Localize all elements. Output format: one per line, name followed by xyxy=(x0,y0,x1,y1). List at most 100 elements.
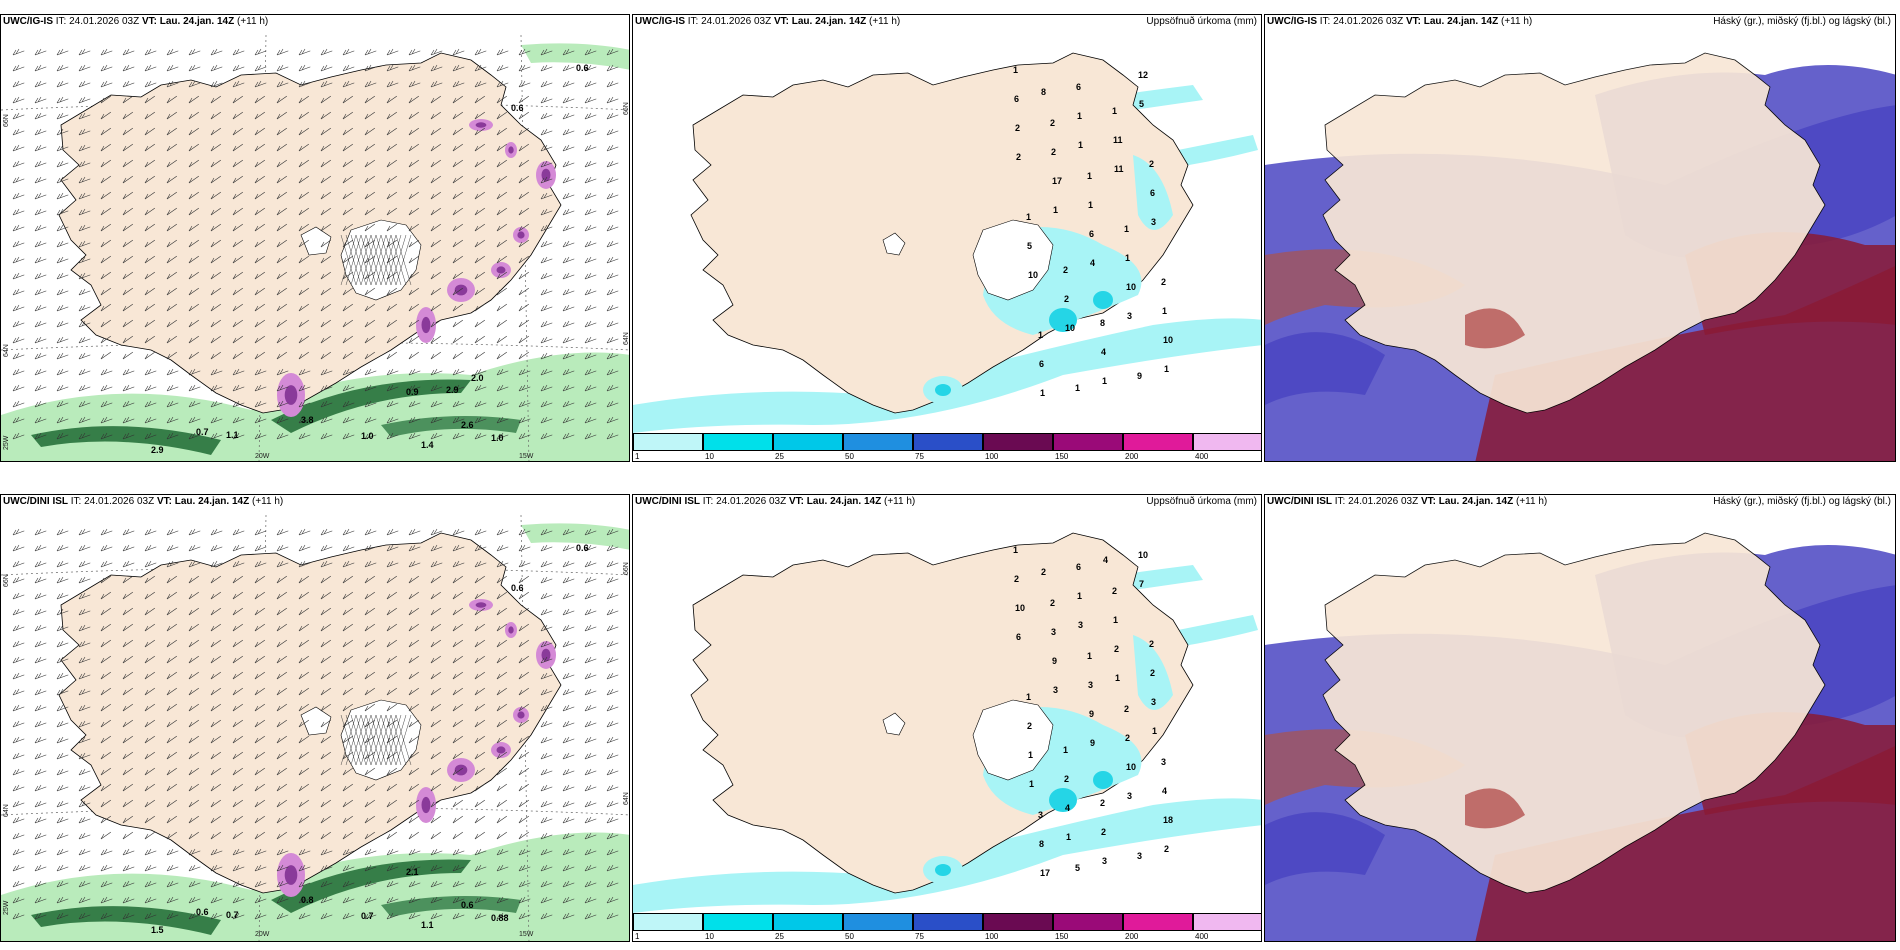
wind-map xyxy=(1,34,629,461)
colorbar-tick: 75 xyxy=(915,932,924,941)
colorbar-swatch xyxy=(633,433,703,451)
wind-value-label: 1.1 xyxy=(226,430,239,440)
mid-cloud xyxy=(1465,788,1525,829)
precip-value-label: 1 xyxy=(1124,224,1130,234)
precip-value-label: 3 xyxy=(1102,856,1108,866)
wind-value-label: 2.1 xyxy=(406,867,419,877)
row2-precip-panel: UWC/DINI ISL IT: 24.01.2026 03Z VT: Lau.… xyxy=(632,494,1262,942)
colorbar-tick: 1 xyxy=(635,452,640,461)
wind-map xyxy=(1,514,629,941)
precip-value-label: 1 xyxy=(1013,65,1019,75)
colorbar-swatch xyxy=(913,913,983,931)
wind-value-label: 0.7 xyxy=(196,427,209,437)
row2-cloud-panel: UWC/DINI ISL IT: 24.01.2026 03Z VT: Lau.… xyxy=(1264,494,1896,942)
colorbar-tick: 400 xyxy=(1195,452,1209,461)
precip-value-label: 2 xyxy=(1149,159,1155,169)
precip-value-label: 1 xyxy=(1063,745,1069,755)
wind-value-label: 1.0 xyxy=(361,431,374,441)
heavy-snow xyxy=(277,119,556,417)
colorbar-tick: 150 xyxy=(1055,452,1069,461)
panel-header: UWC/IG-IS IT: 24.01.2026 03Z VT: Lau. 24… xyxy=(635,16,1257,27)
wind-value-label: 0.9 xyxy=(406,387,419,397)
precip-value-label: 1 xyxy=(1066,832,1072,842)
wind-value-label: 0.7 xyxy=(361,911,374,921)
glacier xyxy=(300,226,332,256)
precip-value-label: 10 xyxy=(1065,323,1076,333)
precip-value-label: 2 xyxy=(1015,123,1021,133)
precip-value-label: 1 xyxy=(1038,330,1044,340)
glacier xyxy=(340,219,422,301)
wind-value-label: 0.8 xyxy=(301,895,314,905)
precip-value-label: 9 xyxy=(1090,738,1096,748)
colorbar: 1 10 25 50 75 100 150 200 400 xyxy=(633,913,1261,941)
precip-value-label: 10 xyxy=(1126,282,1137,292)
lon-label: 25W xyxy=(3,900,10,915)
row1-cloud-panel: UWC/IG-IS IT: 24.01.2026 03Z VT: Lau. 24… xyxy=(1264,14,1896,462)
precip-value-label: 10 xyxy=(1126,762,1137,772)
glacier xyxy=(300,706,332,736)
colorbar-swatch xyxy=(983,433,1053,451)
precip-value-label: 1 xyxy=(1164,364,1170,374)
precip-value-label: 6 xyxy=(1039,359,1045,369)
precip-value-label: 2 xyxy=(1101,827,1107,837)
precip-value-label: 1 xyxy=(1112,106,1118,116)
high-cloud xyxy=(1265,332,1385,405)
glacier xyxy=(972,219,1054,301)
precip-value-label: 2 xyxy=(1014,574,1020,584)
precip-value-label: 2 xyxy=(1124,704,1130,714)
precip-value-label: 1 xyxy=(1026,212,1032,222)
precip-value-label: 1 xyxy=(1040,388,1046,398)
colorbar: 1 10 25 50 75 100 150 200 400 xyxy=(633,433,1261,461)
colorbar-tick: 1 xyxy=(635,932,640,941)
lon-label: 20W xyxy=(255,453,270,460)
precip-value-label: 6 xyxy=(1076,82,1082,92)
precip-value-label: 17 xyxy=(1040,868,1051,878)
wind-value-label: 2.6 xyxy=(461,420,474,430)
colorbar-tick: 10 xyxy=(705,452,714,461)
precip-value-label: 4 xyxy=(1065,803,1071,813)
precip-value-label: 1 xyxy=(1053,205,1059,215)
precip-value-label: 3 xyxy=(1127,311,1133,321)
precip-value-label: 10 xyxy=(1028,270,1039,280)
colorbar-swatch xyxy=(703,913,773,931)
lon-label: 25W xyxy=(3,435,10,450)
wind-value-label: 0.6 xyxy=(196,907,209,917)
precip-value-label: 1 xyxy=(1078,140,1084,150)
colorbar-swatch xyxy=(913,433,983,451)
lat-label: 66N xyxy=(623,562,630,575)
wind-barbs xyxy=(12,528,619,920)
precip-value-label: 9 xyxy=(1089,709,1095,719)
iceland-land xyxy=(690,52,1194,414)
precip-value-label: 9 xyxy=(1137,371,1143,381)
precip-value-label: 4 xyxy=(1101,347,1107,357)
precip-value-label: 2 xyxy=(1149,639,1155,649)
wind-value-label: 3.8 xyxy=(301,415,314,425)
precip-value-label: 2 xyxy=(1161,277,1167,287)
precip-value-label: 2 xyxy=(1050,118,1056,128)
precip-value-label: 6 xyxy=(1076,562,1082,572)
colorbar-tick: 150 xyxy=(1055,932,1069,941)
colorbar-tick: 400 xyxy=(1195,932,1209,941)
precip-value-label: 2 xyxy=(1112,586,1118,596)
precip-value-label: 1 xyxy=(1028,750,1034,760)
precip-value-label: 8 xyxy=(1100,318,1106,328)
precip-value-label: 6 xyxy=(1014,94,1020,104)
precip-value-label: 3 xyxy=(1151,217,1157,227)
colorbar-tick: 200 xyxy=(1125,932,1139,941)
lat-label: 64N xyxy=(623,332,630,345)
iceland-land xyxy=(1322,532,1826,894)
lat-label: 66N xyxy=(3,114,10,127)
precip-value-label: 1 xyxy=(1087,651,1093,661)
precip-value-label: 1 xyxy=(1115,673,1121,683)
colorbar-tick: 10 xyxy=(705,932,714,941)
precip-value-label: 12 xyxy=(1138,70,1149,80)
precip-value-label: 9 xyxy=(1052,656,1058,666)
precip-value-label: 10 xyxy=(1015,603,1026,613)
colorbar-tick: 75 xyxy=(915,452,924,461)
wind-value-label: 0.6 xyxy=(576,543,589,553)
precip-value-label: 3 xyxy=(1051,627,1057,637)
precip-value-label: 2 xyxy=(1150,668,1156,678)
wind-value-label: 1.0 xyxy=(491,433,504,443)
wind-value-label: 0.6 xyxy=(511,103,524,113)
glacier xyxy=(882,712,906,736)
